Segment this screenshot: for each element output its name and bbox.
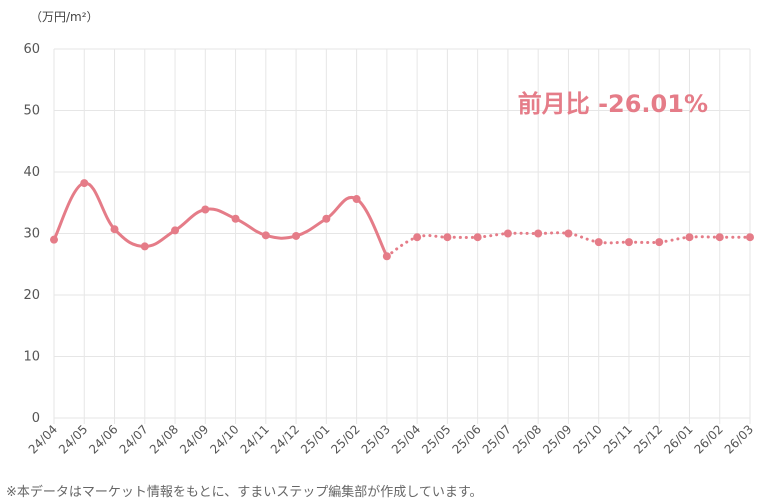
y-axis-unit-label: （万円/m²） xyxy=(30,10,99,24)
x-tick-label: 24/07 xyxy=(117,422,151,456)
x-tick-label: 24/05 xyxy=(56,422,90,456)
data-point xyxy=(413,233,422,242)
data-point xyxy=(352,195,361,204)
y-tick-label: 60 xyxy=(23,42,40,57)
data-point xyxy=(715,233,724,242)
data-point xyxy=(231,214,240,223)
x-tick-label: 25/02 xyxy=(328,422,362,456)
data-point xyxy=(322,214,331,223)
y-tick-label: 10 xyxy=(23,350,40,365)
x-tick-label: 25/03 xyxy=(359,422,393,456)
data-point xyxy=(171,226,180,235)
x-tick-label: 26/02 xyxy=(691,422,725,456)
data-point xyxy=(624,238,633,247)
y-tick-label: 0 xyxy=(32,411,40,426)
x-tick-label: 24/10 xyxy=(207,422,241,456)
data-point xyxy=(292,231,301,240)
data-source-footnote: ※本データはマーケット情報をもとに、すまいステップ編集部が作成しています。 xyxy=(6,485,483,500)
data-point xyxy=(140,242,149,251)
x-tick-label: 25/05 xyxy=(419,422,453,456)
data-point xyxy=(564,229,573,238)
x-tick-label: 26/01 xyxy=(661,422,695,456)
data-point xyxy=(261,231,270,240)
data-point xyxy=(50,235,58,244)
x-tick-label: 24/12 xyxy=(268,422,302,456)
data-point xyxy=(473,233,482,242)
data-point xyxy=(503,229,512,238)
x-tick-label: 25/12 xyxy=(631,422,665,456)
x-tick-label: 25/10 xyxy=(570,422,604,456)
x-tick-label: 25/11 xyxy=(601,422,635,456)
x-tick-label: 24/09 xyxy=(177,422,211,456)
actual-series-line xyxy=(52,181,389,258)
month-over-month-change: 前月比 -26.01% xyxy=(517,90,708,118)
data-point xyxy=(685,233,694,242)
x-tick-label: 24/11 xyxy=(238,422,272,456)
x-tick-label: 24/08 xyxy=(147,422,181,456)
y-tick-label: 30 xyxy=(23,227,40,242)
data-point xyxy=(382,252,391,261)
data-point xyxy=(201,205,210,214)
data-point xyxy=(443,233,452,242)
x-tick-label: 24/06 xyxy=(86,422,120,456)
x-tick-label: 26/03 xyxy=(722,422,756,456)
data-point xyxy=(110,225,119,234)
data-point xyxy=(655,238,664,247)
x-tick-label: 25/07 xyxy=(480,422,514,456)
y-tick-label: 20 xyxy=(23,288,40,303)
data-point xyxy=(534,229,543,238)
x-tick-label: 25/08 xyxy=(510,422,544,456)
y-tick-label: 50 xyxy=(23,104,40,119)
x-tick-label: 25/01 xyxy=(298,422,332,456)
data-point xyxy=(746,233,754,242)
x-tick-label: 25/06 xyxy=(449,422,483,456)
data-point xyxy=(80,179,89,188)
x-tick-label: 24/04 xyxy=(26,422,60,456)
data-point xyxy=(594,238,603,247)
x-tick-label: 25/09 xyxy=(540,422,574,456)
y-tick-label: 40 xyxy=(23,165,40,180)
x-tick-label: 25/04 xyxy=(389,422,423,456)
